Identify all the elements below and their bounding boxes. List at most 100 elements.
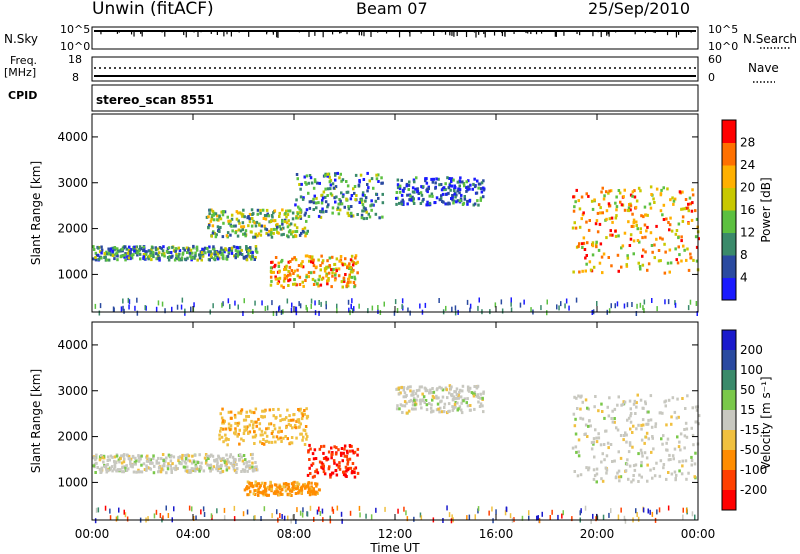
heat-cell <box>198 256 202 260</box>
heat-cell <box>482 179 485 183</box>
heat-cell <box>597 409 600 413</box>
heat-cell <box>356 213 359 216</box>
heat-cell <box>290 482 294 486</box>
heat-cell <box>519 302 522 308</box>
heat-cell <box>599 211 602 215</box>
heat-cell <box>346 468 350 472</box>
heat-cell <box>312 201 316 205</box>
heat-cell <box>456 189 459 193</box>
heat-cell <box>245 255 248 258</box>
heat-cell <box>189 248 193 252</box>
heat-cell <box>620 403 623 407</box>
heat-cell <box>121 247 124 251</box>
heat-cell <box>195 248 199 252</box>
heat-cell <box>269 266 273 270</box>
heat-cell <box>307 484 310 488</box>
heat-cell <box>349 466 353 470</box>
heat-cell <box>251 465 254 469</box>
heat-cell <box>397 386 401 390</box>
heat-cell <box>178 249 182 252</box>
heat-cell <box>349 258 353 262</box>
heat-cell <box>681 397 684 400</box>
heat-cell <box>196 258 199 262</box>
heat-cell <box>581 417 585 421</box>
heat-cell <box>239 411 243 415</box>
heat-cell <box>685 435 689 439</box>
heat-cell <box>401 298 404 304</box>
heat-cell <box>347 205 350 209</box>
heat-cell <box>261 442 264 445</box>
heat-cell <box>200 258 203 262</box>
freq-unit: [MHz] <box>4 66 36 79</box>
heat-cell <box>396 308 399 313</box>
heat-cell <box>479 196 483 200</box>
heat-cell <box>632 478 635 482</box>
heat-cell <box>324 187 327 191</box>
heat-cell <box>523 299 525 305</box>
heat-cell <box>222 257 225 261</box>
heat-cell <box>247 486 251 490</box>
heat-cell <box>590 199 594 203</box>
heat-cell <box>664 399 668 403</box>
heat-cell <box>330 268 333 272</box>
heat-cell <box>431 387 434 390</box>
heat-cell <box>235 463 238 466</box>
heat-cell <box>275 227 278 231</box>
heat-cell <box>285 416 288 420</box>
heat-cell <box>359 173 363 177</box>
heat-cell <box>181 453 184 457</box>
colorbar-swatch <box>722 470 736 491</box>
nsky-panel <box>91 26 699 50</box>
heat-cell <box>353 471 356 474</box>
heat-cell <box>358 303 360 309</box>
heat-cell <box>318 181 321 185</box>
heat-cell <box>219 427 223 430</box>
heat-cell <box>211 209 215 213</box>
heat-cell <box>173 466 176 470</box>
heat-cell <box>298 301 300 307</box>
heat-cell <box>667 458 671 462</box>
heat-cell <box>287 482 290 486</box>
heat-cell <box>211 231 215 235</box>
heat-cell <box>575 396 578 400</box>
heat-cell <box>417 197 421 201</box>
heat-cell <box>633 189 636 193</box>
heat-cell <box>303 226 307 230</box>
heat-cell <box>435 388 439 392</box>
heat-cell <box>286 493 290 497</box>
heat-cell <box>300 231 303 235</box>
heat-cell <box>639 302 642 308</box>
heat-cell <box>693 462 697 466</box>
heat-cell <box>123 457 126 461</box>
heat-cell <box>242 225 246 229</box>
heat-cell <box>149 467 152 471</box>
heat-cell <box>315 468 319 472</box>
heat-cell <box>287 419 291 423</box>
heat-cell <box>296 268 299 272</box>
heat-cell <box>243 298 245 304</box>
heat-cell <box>278 305 281 311</box>
beam-title: Beam 07 <box>356 0 428 18</box>
heat-cell <box>253 258 256 261</box>
heat-cell <box>626 254 629 258</box>
heat-cell <box>395 202 398 206</box>
heat-cell <box>296 216 300 220</box>
heat-cell <box>151 246 154 250</box>
heat-cell <box>678 440 681 444</box>
heat-cell <box>92 248 96 251</box>
heat-cell <box>281 219 284 223</box>
heat-cell <box>337 202 340 206</box>
heat-cell <box>291 257 294 261</box>
heat-cell <box>140 247 143 251</box>
heat-cell <box>477 186 480 190</box>
heat-cell <box>246 493 249 497</box>
heat-cell <box>136 251 139 255</box>
heat-cell <box>292 488 295 491</box>
heat-cell <box>577 199 580 203</box>
heat-cell <box>272 231 275 235</box>
heat-cell <box>406 202 409 206</box>
heat-cell <box>642 406 645 410</box>
heat-cell <box>637 516 640 522</box>
colorbar-tick-label: 100 <box>740 363 763 377</box>
heat-cell <box>111 254 115 257</box>
